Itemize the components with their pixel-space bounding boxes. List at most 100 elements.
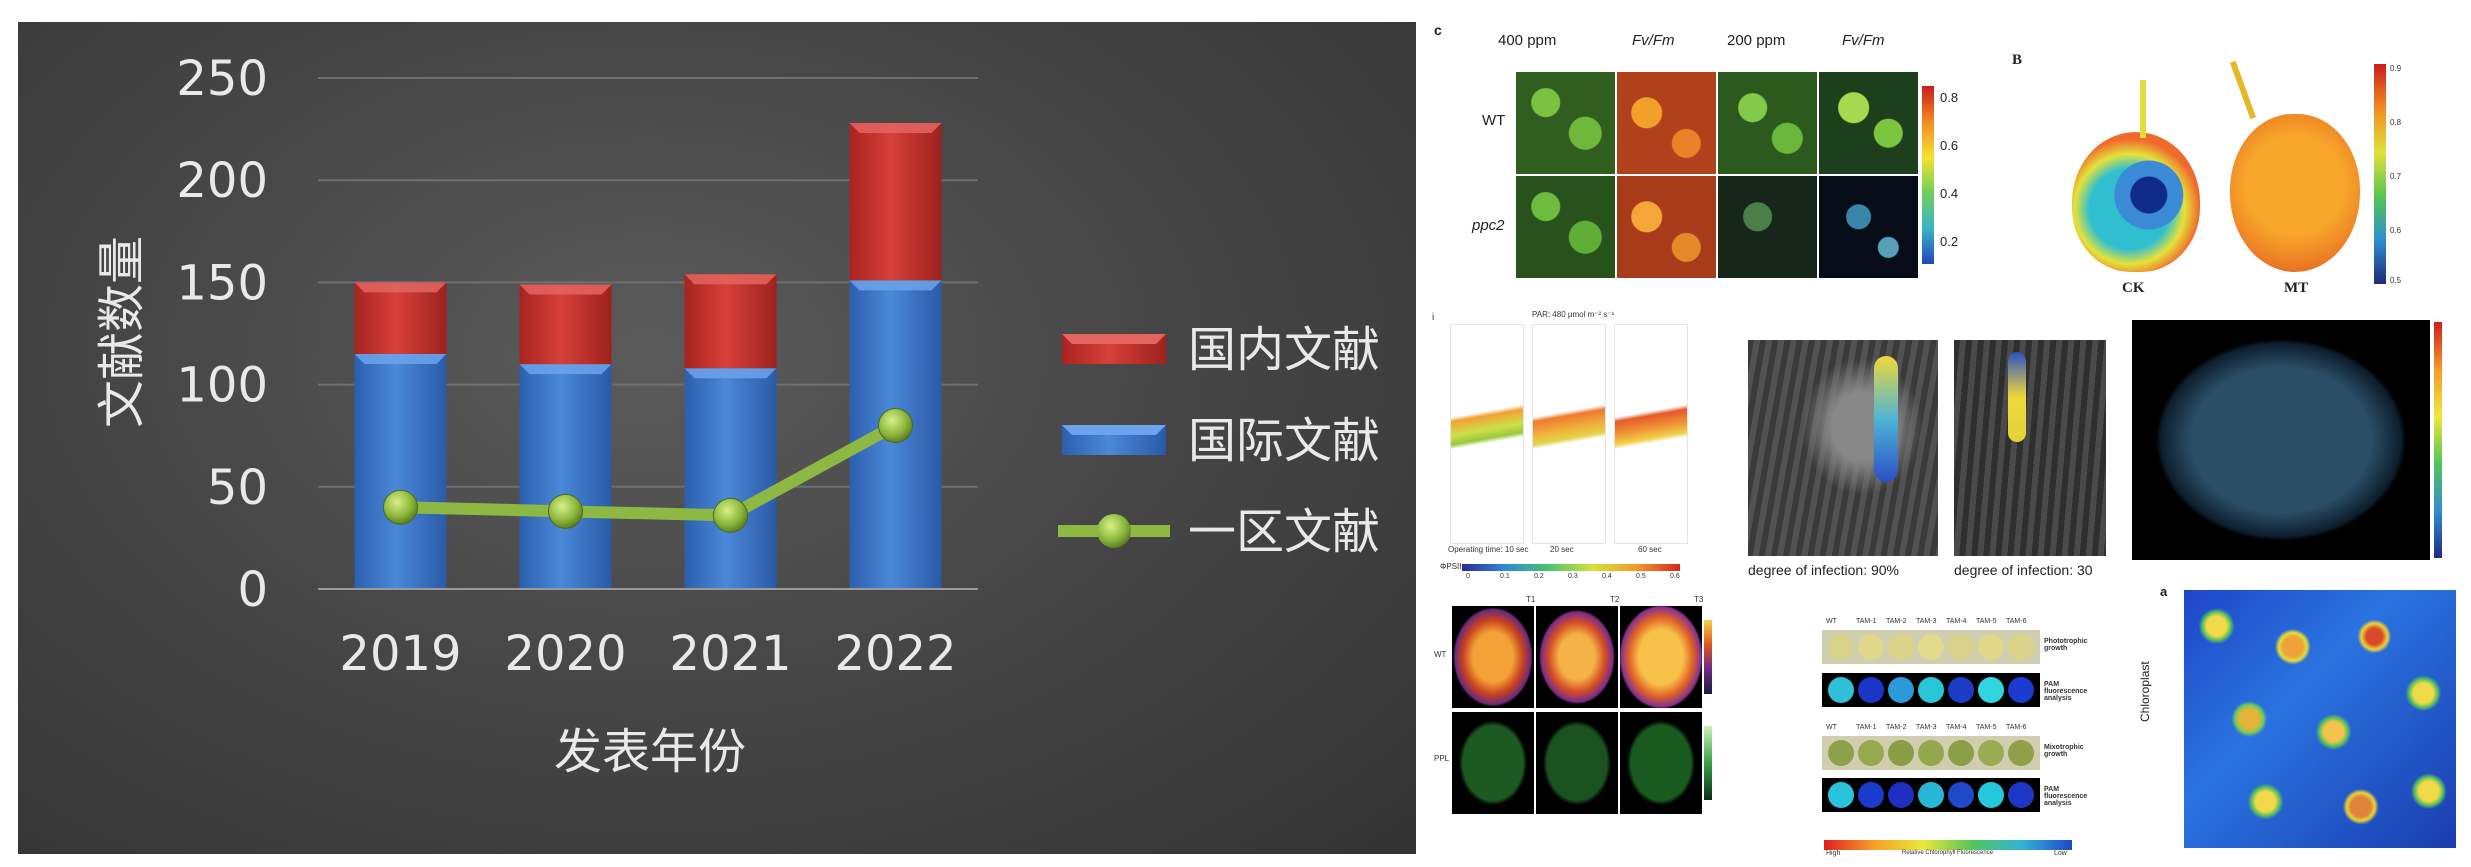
heatmap-wt-t1 — [1452, 606, 1534, 708]
heatmap-ppl-t2 — [1536, 712, 1618, 814]
leaf-grid-wt-fvfm-400 — [1617, 72, 1716, 174]
x-tick-label: 2020 — [504, 626, 626, 682]
chart-panel: 0 50 100 150 200 250 2019 2020 2021 2022 文献数量 发表… — [18, 22, 1416, 854]
header-fvfm-1: Fv/Fm — [1632, 32, 1675, 49]
legend-swatch-cap — [1062, 334, 1166, 344]
tam-column-label: TAM-6 — [2006, 724, 2027, 731]
heatmap-wt-t2 — [1536, 606, 1618, 708]
scale-tick: 0.1 — [1500, 573, 1510, 580]
leaf-60sec — [1614, 324, 1688, 544]
tam-well — [1888, 677, 1914, 703]
heatmap-wt-t3 — [1620, 606, 1702, 708]
leaf-fluorescence — [2132, 320, 2430, 560]
panel-letter-c: c — [1434, 22, 1442, 38]
tam-well — [2008, 740, 2034, 766]
bar-domestic-2022 — [849, 122, 942, 281]
tam-column-label: TAM-5 — [1976, 724, 1997, 731]
y-tick-label: 250 — [176, 51, 268, 107]
bar-cap — [354, 282, 447, 293]
scale-tick: 0.5 — [1636, 573, 1646, 580]
x-tick-label: 2019 — [339, 626, 461, 682]
tam-well — [2008, 677, 2034, 703]
line-point — [548, 493, 583, 529]
bar-cap — [684, 368, 777, 379]
heatmap-ppl-t3 — [1620, 712, 1702, 814]
chloroplast-side-label: Chloroplast — [2138, 661, 2152, 722]
heatmap-row-ppl: PPL — [1434, 754, 1450, 763]
tam-well — [1888, 740, 1914, 766]
bar-international-2021 — [684, 368, 777, 589]
apple-label-mt: MT — [2284, 280, 2309, 296]
tam-column-label: WT — [1826, 724, 1837, 731]
scale-tick: 0 — [1466, 573, 1470, 580]
apple-ck — [2072, 132, 2200, 272]
apple-label-ck: CK — [2122, 280, 2145, 296]
infection-overlay-30 — [2008, 352, 2026, 442]
bars — [354, 122, 942, 589]
tam-column-label: WT — [1826, 618, 1837, 625]
colorbar-heatmap-ppl — [1704, 726, 1712, 800]
tam-scale-title: Relative Chlorophyll Fluorescence — [1902, 850, 1994, 856]
scale-tick: 0.8 — [2390, 118, 2402, 127]
bar-cap — [849, 280, 942, 291]
tam-well — [1978, 677, 2004, 703]
tam-column-label: TAM-1 — [1856, 724, 1877, 731]
panel-letter-i: i — [1432, 312, 1435, 323]
legend-label: 一区文献 — [1188, 504, 1380, 560]
scale-tick: 0.6 — [2390, 226, 2402, 235]
colorbar-apple — [2374, 64, 2386, 284]
leaf-grid-ppc2-400 — [1516, 176, 1615, 278]
bar-domestic-2019 — [354, 282, 447, 354]
apple-mt-stem — [2229, 60, 2257, 120]
tam-row-label: PAM fluorescence analysis — [2044, 786, 2088, 807]
line-point — [383, 489, 418, 525]
scale-tick: 0.4 — [1940, 186, 1959, 201]
tam-well — [1978, 740, 2004, 766]
heatmap-col-t1: T1 — [1526, 595, 1536, 604]
x-axis-ticks: 2019 2020 2021 2022 — [339, 626, 956, 682]
tam-well — [1918, 634, 1944, 660]
tam-well — [1948, 677, 1974, 703]
tam-well — [1918, 677, 1944, 703]
tam-column-label: TAM-6 — [2006, 618, 2027, 625]
scale-tick: 0.2 — [1940, 234, 1959, 249]
infection-image-90 — [1748, 340, 1938, 556]
legend-label: 国内文献 — [1188, 322, 1380, 378]
x-axis-label: 发表年份 — [554, 724, 746, 780]
tam-scale-low: Low — [2054, 850, 2067, 857]
scale-tick: 0.9 — [2390, 64, 2402, 73]
leaf-grid-ppc2-fvfm-200 — [1819, 176, 1918, 278]
tam-column-label: TAM-1 — [1856, 618, 1877, 625]
tam-well — [1948, 634, 1974, 660]
chloroplast-image — [2184, 590, 2456, 848]
tam-column-label: TAM-3 — [1916, 618, 1937, 625]
heatmap-col-t3: T3 — [1694, 595, 1704, 604]
tam-column-label: TAM-2 — [1886, 618, 1907, 625]
figure-collage: c 400 ppm Fv/Fm 200 ppm Fv/Fm WT ppc2 0.… — [1432, 22, 2462, 857]
panel-letter-a: a — [2160, 584, 2168, 599]
tam-well — [1828, 677, 1854, 703]
leaf-grid-ppc2-200 — [1718, 176, 1817, 278]
tam-well — [2008, 634, 2034, 660]
header-400ppm: 400 ppm — [1498, 32, 1557, 49]
scale-tick: 0.4 — [1602, 573, 1612, 580]
header-fvfm-2: Fv/Fm — [1842, 32, 1885, 49]
scale-tick: 0.2 — [1534, 573, 1544, 580]
tam-well — [1918, 740, 1944, 766]
leaf-grid-wt-200 — [1718, 72, 1817, 174]
colorbar-heatmap-wt — [1704, 620, 1712, 694]
tam-well — [1828, 740, 1854, 766]
bar-cap — [354, 353, 447, 364]
line-point — [878, 407, 913, 443]
apple-mt — [2230, 114, 2360, 272]
time-label-10: Operating time: 10 sec — [1448, 545, 1529, 554]
y-axis-label: 文献数量 — [94, 236, 150, 428]
tam-column-label: TAM-4 — [1946, 618, 1967, 625]
bar-cap — [684, 274, 777, 285]
scale-tick: 0.3 — [1568, 573, 1578, 580]
heatmap-row-wt: WT — [1434, 650, 1447, 659]
tam-well — [1858, 677, 1884, 703]
leaf-grid-wt-fvfm-200 — [1819, 72, 1918, 174]
colorbar-fvfm — [1922, 86, 1934, 264]
